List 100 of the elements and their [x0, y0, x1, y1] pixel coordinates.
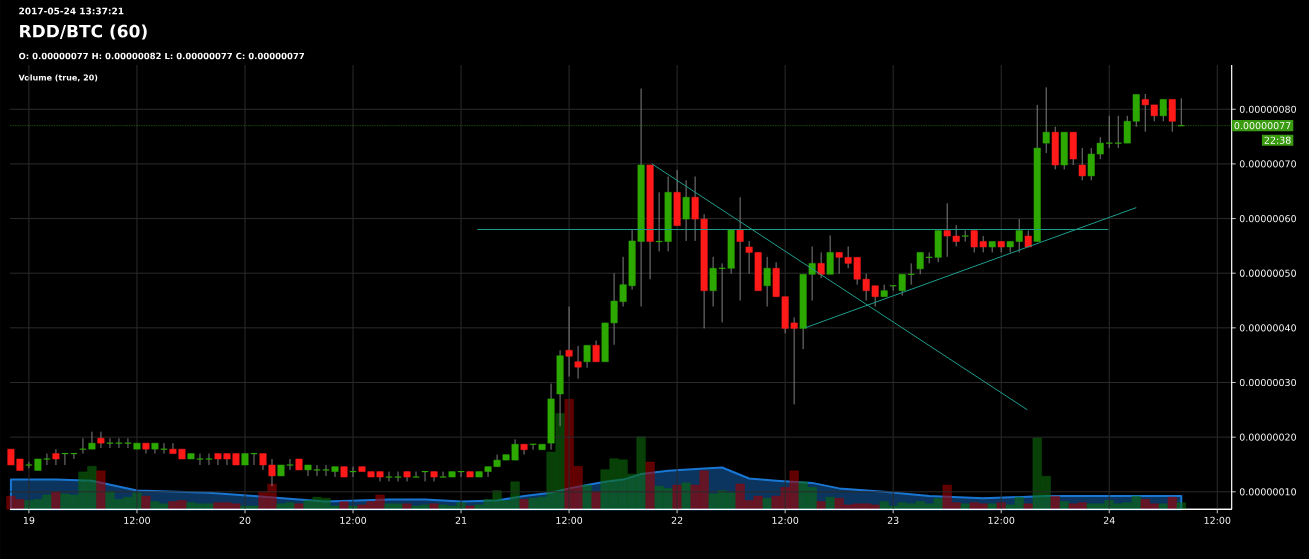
candlestick	[205, 453, 213, 466]
bar	[861, 503, 871, 510]
bar	[1014, 496, 1024, 510]
x-tick-label: 12:00	[1204, 516, 1231, 525]
bar	[690, 484, 700, 510]
bar	[384, 503, 394, 510]
bar	[897, 502, 907, 510]
bar	[501, 500, 511, 510]
bar	[114, 499, 124, 510]
bar	[141, 495, 151, 510]
bar	[870, 504, 880, 510]
bar	[123, 496, 133, 510]
bar	[915, 501, 925, 510]
bar	[888, 505, 898, 510]
candlestick	[313, 464, 321, 477]
bar	[1068, 503, 1078, 510]
bar	[996, 502, 1006, 510]
bar	[1104, 500, 1114, 510]
x-tick-label: 12:00	[124, 516, 150, 525]
bar	[942, 484, 952, 510]
bar	[321, 498, 331, 510]
bar	[465, 505, 475, 510]
annotation: Volume (true, 20)	[18, 74, 98, 82]
bar	[573, 466, 583, 510]
bar	[159, 503, 169, 510]
x-tick-label: 23	[887, 516, 899, 525]
bar	[726, 492, 736, 510]
candlestick	[574, 345, 582, 380]
bar	[699, 470, 709, 510]
bar	[150, 501, 160, 510]
y-tick-label: 0.00000060	[1239, 214, 1296, 223]
bar	[753, 495, 763, 510]
bar	[186, 502, 196, 510]
candlestick	[304, 464, 312, 477]
bar	[987, 503, 997, 510]
bar	[510, 481, 520, 510]
x-tick-label: 21	[455, 516, 467, 524]
y-tick-label: 0.00000020	[1239, 433, 1296, 441]
bar	[825, 496, 835, 510]
bar	[834, 498, 844, 510]
bar	[177, 500, 187, 510]
bar	[231, 503, 241, 510]
candlestick	[898, 273, 906, 297]
bar	[1176, 502, 1186, 510]
y-tick-label: 0.00000040	[1239, 324, 1296, 332]
chart-subtitle: O: 0.00000077 H: 0.00000082 L: 0.00000077 C: 0.00000077	[18, 52, 305, 60]
bar	[42, 494, 52, 510]
bar	[213, 502, 223, 510]
candlestick	[583, 344, 591, 369]
candlestick	[196, 453, 204, 466]
bar	[636, 436, 646, 510]
candlestick	[817, 251, 825, 279]
candlestick	[709, 256, 717, 307]
bar	[1032, 437, 1042, 510]
candlestick	[916, 251, 924, 275]
bar	[339, 501, 349, 510]
bar	[1167, 496, 1177, 510]
bar	[951, 502, 961, 510]
bar	[33, 499, 43, 510]
bar	[447, 505, 457, 510]
bar	[744, 500, 754, 510]
bar	[492, 490, 502, 510]
bar	[474, 504, 484, 510]
candlestick	[961, 230, 970, 242]
bar	[546, 451, 556, 510]
candlestick	[322, 464, 330, 477]
x-tick-label: 12:00	[988, 516, 1015, 525]
bar	[618, 459, 628, 510]
bar	[807, 487, 817, 510]
bar	[816, 501, 826, 510]
bar	[105, 491, 115, 510]
bar	[438, 504, 448, 510]
bar	[969, 502, 979, 510]
y-tick-label: 0.00000010	[1239, 488, 1296, 496]
candlestick	[1168, 98, 1176, 133]
candlestick	[1105, 115, 1114, 149]
candlestick	[1078, 147, 1086, 181]
bar	[375, 494, 385, 510]
bar	[1158, 503, 1168, 510]
bar	[267, 483, 277, 510]
candlestick	[52, 448, 60, 466]
candlestick	[97, 431, 105, 449]
x-tick-label: 20	[239, 516, 251, 525]
candlestick	[826, 235, 834, 275]
candlestick	[592, 339, 600, 363]
ref-line-label: 0.00000077	[1234, 122, 1291, 130]
y-tick-label: 0.00000080	[1239, 105, 1296, 113]
bar	[87, 466, 97, 510]
candlestick	[736, 196, 744, 301]
bar	[294, 503, 304, 510]
bar	[1122, 502, 1132, 510]
y-tick-label: 0.00000070	[1239, 160, 1296, 168]
bar	[69, 494, 79, 510]
bar	[960, 503, 970, 510]
candlestick	[1042, 86, 1050, 154]
bar	[285, 502, 295, 510]
bar	[1086, 503, 1096, 510]
bar	[60, 493, 70, 510]
bar	[933, 498, 943, 510]
text: 2017-05-24 13:37:21	[19, 7, 124, 15]
